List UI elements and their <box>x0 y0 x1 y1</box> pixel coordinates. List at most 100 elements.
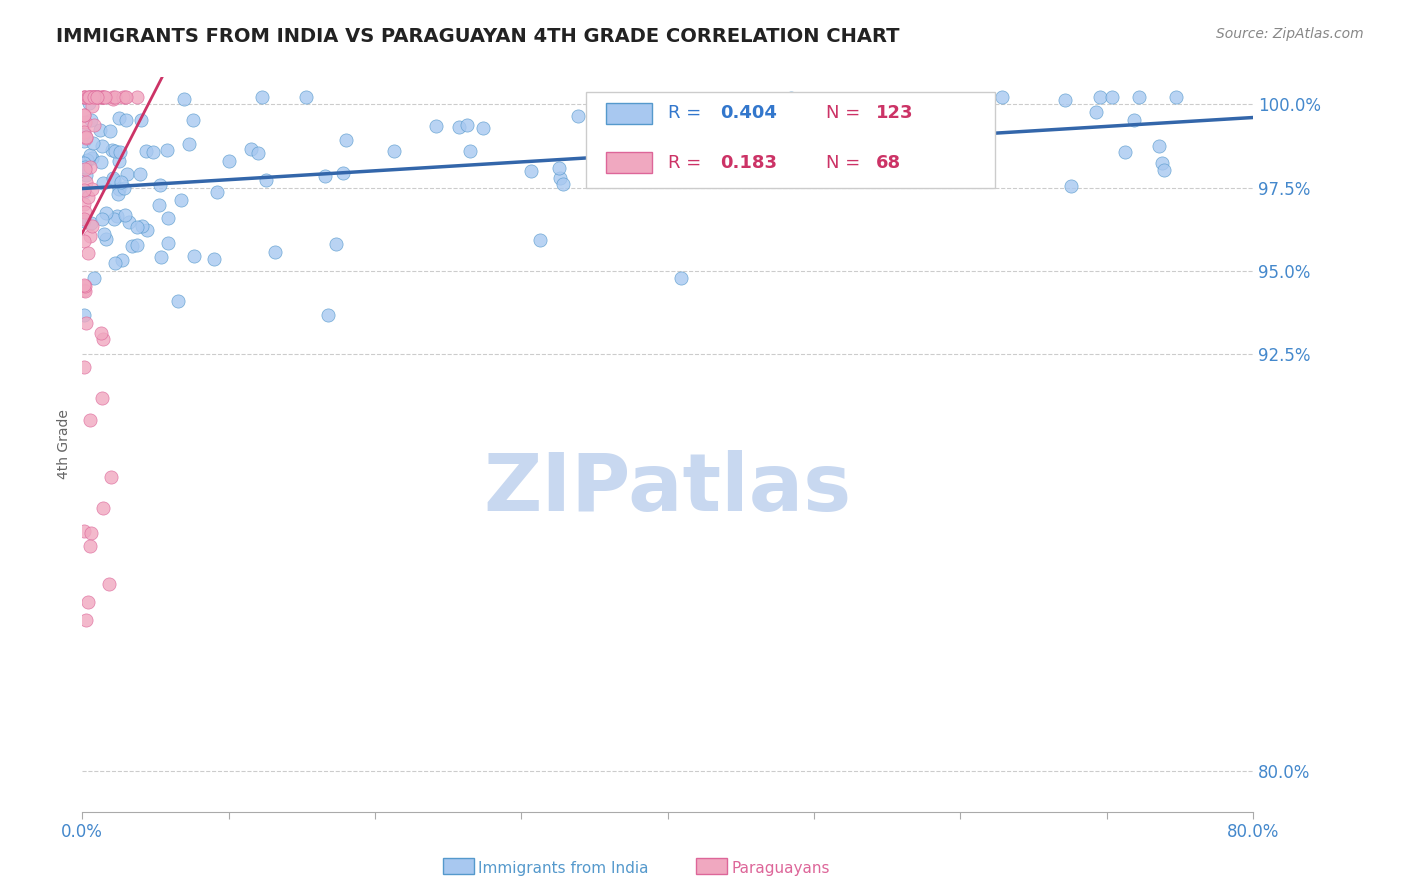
Point <box>79 148 101 162</box>
Point <box>181 113 204 128</box>
Point <box>76 190 98 204</box>
Point <box>976 142 998 156</box>
Point <box>772 156 794 170</box>
Point <box>90 155 112 169</box>
Point <box>82 136 104 151</box>
Point <box>75 130 97 145</box>
Point <box>1150 156 1173 170</box>
Point <box>73 197 96 211</box>
Point <box>325 237 347 252</box>
Point <box>93 90 115 104</box>
Point <box>91 176 114 190</box>
Point <box>1166 90 1188 104</box>
Point <box>84 90 107 104</box>
Point <box>83 90 105 104</box>
Point <box>93 90 115 104</box>
Point <box>295 90 318 104</box>
Text: ZIPatlas: ZIPatlas <box>484 450 852 527</box>
Point <box>768 146 790 161</box>
Point <box>75 176 97 190</box>
Point <box>170 193 193 207</box>
Point <box>669 271 692 285</box>
Y-axis label: 4th Grade: 4th Grade <box>58 409 72 479</box>
Point <box>529 233 551 247</box>
Point <box>87 90 110 104</box>
Point <box>207 185 229 199</box>
Point <box>107 154 129 169</box>
Point <box>80 219 103 234</box>
Point <box>149 178 172 192</box>
Point <box>83 118 105 132</box>
Point <box>91 332 114 346</box>
Point <box>91 500 114 515</box>
Point <box>75 161 97 175</box>
Point <box>520 163 543 178</box>
Point <box>73 183 96 197</box>
Point <box>1123 113 1146 128</box>
Point <box>77 595 100 609</box>
Point <box>1053 93 1076 107</box>
Point <box>596 130 619 145</box>
Point <box>73 359 96 374</box>
Text: Immigrants from India: Immigrants from India <box>478 862 648 876</box>
Text: 0.404: 0.404 <box>720 104 778 122</box>
Point <box>108 145 131 159</box>
Point <box>458 144 481 158</box>
Point <box>1088 90 1111 104</box>
Point <box>1128 90 1150 104</box>
Point <box>548 170 571 185</box>
Point <box>110 176 132 190</box>
Point <box>79 160 101 174</box>
Point <box>91 391 114 405</box>
Point <box>131 113 153 128</box>
Point <box>183 249 205 263</box>
Point <box>148 198 170 212</box>
Point <box>821 134 844 148</box>
Point <box>131 219 153 233</box>
Point <box>98 124 121 138</box>
Point <box>90 326 112 341</box>
Point <box>80 90 103 104</box>
Point <box>80 90 103 104</box>
Point <box>80 99 103 113</box>
Point <box>73 234 96 248</box>
Point <box>125 219 148 234</box>
Point <box>79 228 101 243</box>
Point <box>762 128 785 143</box>
Point <box>103 90 125 104</box>
Point <box>156 143 179 157</box>
Point <box>83 271 105 285</box>
Point <box>263 245 285 260</box>
Point <box>815 103 838 117</box>
Point <box>789 136 811 150</box>
Text: N =: N = <box>825 153 866 171</box>
Point <box>107 209 129 223</box>
Text: 68: 68 <box>876 153 901 171</box>
Point <box>75 131 97 145</box>
Point <box>80 182 103 196</box>
Point <box>103 92 125 106</box>
Point <box>314 169 336 183</box>
Text: R =: R = <box>668 104 707 122</box>
Point <box>75 115 97 129</box>
Text: R =: R = <box>668 153 707 171</box>
Point <box>150 250 173 264</box>
Point <box>447 120 470 135</box>
Point <box>104 256 127 270</box>
Point <box>90 139 112 153</box>
Point <box>218 154 240 169</box>
Point <box>90 90 112 104</box>
Point <box>73 135 96 149</box>
Point <box>94 232 117 246</box>
Point <box>136 223 159 237</box>
Point <box>254 172 277 186</box>
Point <box>100 470 122 484</box>
Point <box>104 90 127 104</box>
Point <box>1059 178 1081 193</box>
Point <box>75 613 97 627</box>
Point <box>80 216 103 230</box>
Point <box>83 90 105 104</box>
Point <box>593 167 616 181</box>
Point <box>845 110 868 124</box>
Point <box>382 144 405 158</box>
